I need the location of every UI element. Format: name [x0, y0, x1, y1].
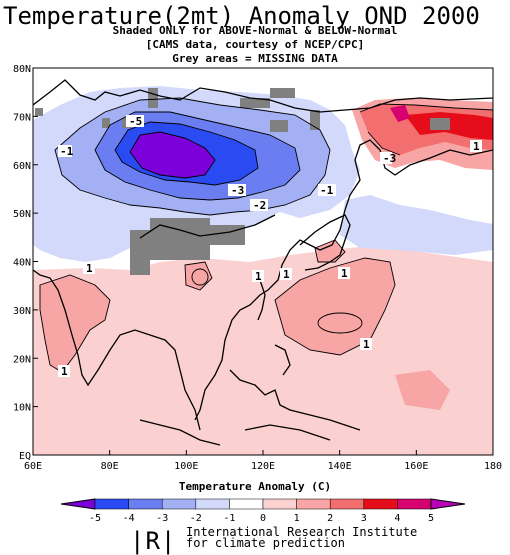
map-subtitle-shading: Shaded ONLY for ABOVE-Normal & BELOW-Nor…: [112, 24, 398, 37]
y-tick-label: 30N: [13, 306, 31, 317]
contour-label: -3: [231, 184, 244, 197]
contour-label: 1: [86, 262, 93, 275]
contour-label: -2: [253, 199, 266, 212]
y-tick-label: 70N: [13, 112, 31, 123]
colorbar-tick-label: 3: [361, 513, 367, 524]
cold-region-east: [340, 195, 493, 255]
colorbar-title: Temperature Anomaly (C): [178, 480, 332, 493]
colorbar-segment: [363, 498, 398, 510]
colorbar-tick-label: -4: [123, 513, 135, 524]
y-tick-label: 10N: [13, 403, 31, 414]
colorbar-segment: [296, 498, 331, 510]
x-axis: 60E 80E 100E 120E 140E 160E 180: [24, 450, 502, 472]
colorbar-tick-label: 2: [327, 513, 333, 524]
colorbar-tick-label: -2: [190, 513, 202, 524]
colorbar-tick-label: -3: [156, 513, 168, 524]
x-tick-label: 120E: [251, 461, 275, 472]
warm-pocket-pacific: [275, 258, 395, 355]
contour-label: 1: [341, 267, 348, 280]
map-subtitle-source: [CAMS data, courtesy of NCEP/CPC]: [145, 38, 365, 51]
colorbar-segment: [229, 498, 264, 510]
contour-label: -5: [129, 115, 142, 128]
contour-label: 1: [255, 270, 262, 283]
contour-label: 1: [473, 140, 480, 153]
map-title: Temperature(2mt) Anomaly OND 2000: [3, 2, 480, 30]
y-tick-label: 80N: [13, 64, 31, 75]
colorbar-segment: [94, 498, 129, 510]
y-tick-label: EQ: [19, 451, 31, 462]
colorbar-tick-label: 4: [394, 513, 400, 524]
iri-logo: |R|: [130, 527, 177, 555]
institute-name: International Research Institute for cli…: [186, 525, 418, 550]
contour-label: 1: [363, 338, 370, 351]
colorbar-arrow-high: [430, 498, 466, 510]
warm-pocket-india: [40, 275, 110, 372]
colorbar-tick-label: -1: [223, 513, 235, 524]
institute-line-2: for climate prediction: [186, 536, 345, 550]
x-tick-label: 140E: [328, 461, 352, 472]
missing-data-areas: [35, 88, 450, 275]
colorbar-arrow-low: [60, 498, 96, 510]
colorbar-segment: [128, 498, 163, 510]
y-axis: EQ 10N 20N 30N 40N 50N 60N 70N 80N: [13, 64, 38, 462]
x-tick-label: 100E: [174, 461, 198, 472]
contour-label: -3: [383, 152, 396, 165]
map-plot-area: -5 -1 -3 -2 -1 -3 1 1 1 1 1 1 1: [33, 68, 493, 455]
cold-region-siberia-5: [130, 132, 215, 178]
warm-pocket-south-pacific: [395, 370, 450, 410]
contour-label: 1: [61, 365, 68, 378]
colorbar-segment: [397, 498, 432, 510]
contour-lines: [39, 97, 493, 373]
x-tick-label: 160E: [404, 461, 428, 472]
y-tick-label: 20N: [13, 354, 31, 365]
contour-label: -1: [320, 184, 334, 197]
contour-label: 1: [283, 268, 290, 281]
colorbar: -5 -4 -3 -2 -1 0 1 2 3 4 5: [60, 498, 466, 524]
colorbar-segment: [262, 498, 297, 510]
x-tick-label: 60E: [24, 461, 42, 472]
contour-labels: -5 -1 -3 -2 -1 -3 1 1 1 1 1 1 1: [58, 115, 482, 378]
y-tick-label: 40N: [13, 258, 31, 269]
map-subtitle-missing: Grey areas = MISSING DATA: [172, 52, 338, 65]
y-tick-label: 60N: [13, 161, 31, 172]
colorbar-segment: [161, 498, 197, 510]
colorbar-tick-label: 5: [428, 513, 434, 524]
y-tick-label: 50N: [13, 209, 31, 220]
colorbar-segment: [195, 498, 230, 510]
x-tick-label: 180: [484, 461, 502, 472]
colorbar-tick-label: 0: [260, 513, 266, 524]
colorbar-segment: [329, 498, 365, 510]
colorbar-tick-label: -5: [89, 513, 101, 524]
coastlines: [33, 79, 493, 446]
institute-line-1: International Research Institute: [186, 525, 418, 539]
warm-region-northeast-5: [390, 105, 410, 122]
contour-label: -1: [60, 145, 74, 158]
colorbar-tick-label: 1: [294, 513, 300, 524]
x-tick-label: 80E: [101, 461, 119, 472]
